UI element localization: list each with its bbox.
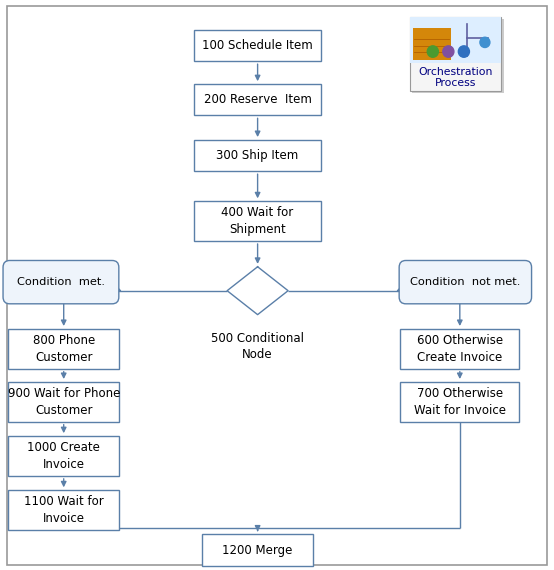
- FancyBboxPatch shape: [400, 382, 519, 422]
- Text: 1000 Create
Invoice: 1000 Create Invoice: [27, 441, 100, 471]
- Text: 1100 Wait for
Invoice: 1100 Wait for Invoice: [24, 495, 104, 525]
- Text: 400 Wait for
Shipment: 400 Wait for Shipment: [222, 206, 294, 236]
- FancyBboxPatch shape: [194, 201, 321, 241]
- FancyBboxPatch shape: [8, 329, 119, 369]
- FancyBboxPatch shape: [8, 490, 119, 530]
- FancyBboxPatch shape: [400, 329, 519, 369]
- Circle shape: [480, 37, 490, 47]
- Text: 200 Reserve  Item: 200 Reserve Item: [204, 93, 311, 106]
- FancyBboxPatch shape: [412, 19, 504, 93]
- Text: Condition  met.: Condition met.: [17, 277, 105, 287]
- Text: Condition  not met.: Condition not met.: [410, 277, 521, 287]
- FancyBboxPatch shape: [8, 436, 119, 476]
- FancyBboxPatch shape: [413, 28, 451, 60]
- FancyBboxPatch shape: [399, 260, 532, 304]
- Text: 700 Otherwise
Wait for Invoice: 700 Otherwise Wait for Invoice: [414, 387, 506, 417]
- FancyBboxPatch shape: [410, 17, 501, 63]
- Text: 600 Otherwise
Create Invoice: 600 Otherwise Create Invoice: [417, 334, 503, 364]
- Text: Orchestration
Process: Orchestration Process: [418, 67, 493, 88]
- FancyBboxPatch shape: [194, 140, 321, 171]
- Circle shape: [443, 46, 454, 57]
- FancyBboxPatch shape: [410, 17, 501, 91]
- Text: 500 Conditional
Node: 500 Conditional Node: [211, 332, 304, 361]
- Text: 1200 Merge: 1200 Merge: [222, 544, 293, 556]
- Circle shape: [427, 46, 438, 57]
- Text: 300 Ship Item: 300 Ship Item: [217, 149, 299, 162]
- FancyBboxPatch shape: [202, 535, 313, 565]
- Circle shape: [458, 46, 469, 57]
- FancyBboxPatch shape: [194, 30, 321, 61]
- FancyBboxPatch shape: [3, 260, 119, 304]
- Text: 800 Phone
Customer: 800 Phone Customer: [33, 334, 95, 364]
- Text: 100 Schedule Item: 100 Schedule Item: [202, 39, 313, 52]
- FancyBboxPatch shape: [194, 84, 321, 115]
- FancyBboxPatch shape: [8, 382, 119, 422]
- Text: 900 Wait for Phone
Customer: 900 Wait for Phone Customer: [8, 387, 120, 417]
